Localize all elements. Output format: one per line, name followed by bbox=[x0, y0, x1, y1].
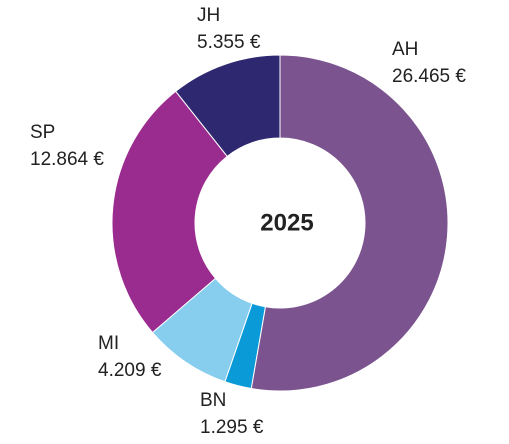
segment-label: SP bbox=[30, 122, 55, 143]
segment-label: JH bbox=[197, 5, 220, 26]
value-label: 12.864 € bbox=[30, 149, 104, 170]
donut-segment bbox=[224, 302, 267, 390]
segment-label: BN bbox=[200, 390, 226, 411]
center-label: 2025 bbox=[260, 209, 313, 236]
value-label: 5.355 € bbox=[197, 32, 261, 53]
value-label: 4.209 € bbox=[98, 360, 162, 381]
segment-label: AH bbox=[392, 39, 418, 60]
value-label: 1.295 € bbox=[200, 417, 264, 438]
segment-label: MI bbox=[98, 333, 119, 354]
donut-segment bbox=[151, 277, 253, 383]
donut-segment bbox=[250, 54, 449, 392]
value-label: 26.465 € bbox=[392, 66, 466, 87]
donut-segment bbox=[111, 90, 228, 334]
